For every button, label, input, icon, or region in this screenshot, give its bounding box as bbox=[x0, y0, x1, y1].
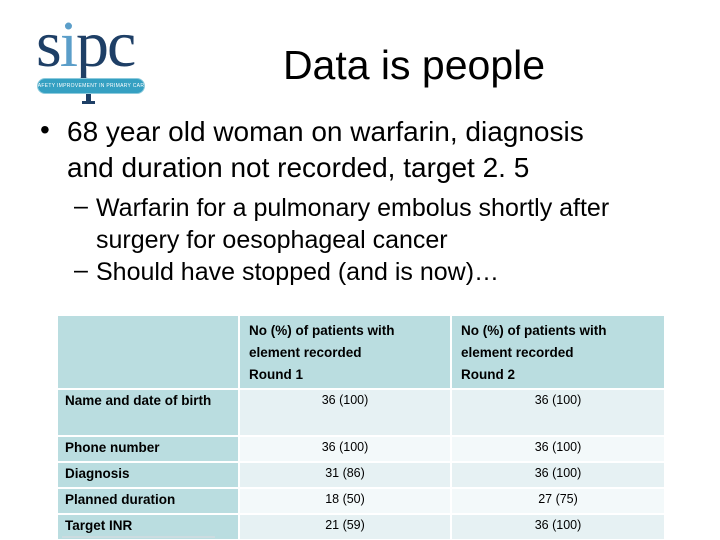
table-row: Phone number 36 (100) 36 (100) bbox=[58, 437, 664, 461]
row-label-cell: Target INR bbox=[58, 515, 238, 539]
sipc-logo-wordmark: sipc bbox=[36, 12, 136, 78]
header-line: Round 2 bbox=[461, 367, 515, 382]
row-label-cell: Phone number bbox=[58, 437, 238, 461]
header-line: No (%) of patients with bbox=[461, 323, 607, 338]
logo-letter-i: i bbox=[59, 8, 78, 81]
sipc-logo-descender-foot bbox=[82, 101, 95, 104]
round1-value: 21 (59) bbox=[240, 515, 450, 539]
bottom-fragment-line bbox=[62, 536, 215, 538]
logo-letter-s: s bbox=[36, 8, 62, 81]
table-row: Planned duration 18 (50) 27 (75) bbox=[58, 489, 664, 513]
round1-value: 36 (100) bbox=[240, 437, 450, 461]
round2-value: 36 (100) bbox=[452, 437, 664, 461]
sipc-logo-descender bbox=[86, 92, 91, 104]
dash-marker: – bbox=[74, 256, 88, 284]
bullet-line: and duration not recorded, target 2. 5 bbox=[67, 152, 530, 183]
round2-value: 36 (100) bbox=[452, 390, 664, 435]
row-label-cell: Planned duration bbox=[58, 489, 238, 513]
table-row: Diagnosis 31 (86) 36 (100) bbox=[58, 463, 664, 487]
bullet-level2-second: Should have stopped (and is now)… bbox=[96, 256, 499, 288]
round1-value: 36 (100) bbox=[240, 390, 450, 435]
bullet-line: Should have stopped (and is now)… bbox=[96, 258, 500, 286]
dash-marker: – bbox=[74, 192, 88, 220]
header-line: No (%) of patients with bbox=[249, 323, 395, 338]
bullet-line: Warfarin for a pulmonary embolus shortly… bbox=[96, 194, 610, 222]
table-row: Name and date of birth 36 (100) 36 (100) bbox=[58, 390, 664, 435]
row-label-cell: Name and date of birth bbox=[58, 390, 238, 435]
header-line: element recorded bbox=[461, 345, 574, 360]
row-label-cell: Diagnosis bbox=[58, 463, 238, 487]
round1-value: 18 (50) bbox=[240, 489, 450, 513]
bullet-line: surgery for oesophageal cancer bbox=[96, 226, 448, 254]
bullet-line: 68 year old woman on warfarin, diagnosis bbox=[67, 116, 584, 147]
header-empty-cell bbox=[58, 316, 238, 388]
header-round1-cell: No (%) of patients with element recorded… bbox=[240, 316, 450, 388]
bullet-level2-first: Warfarin for a pulmonary embolus shortly… bbox=[96, 192, 609, 256]
round2-value: 27 (75) bbox=[452, 489, 664, 513]
round2-value: 36 (100) bbox=[452, 463, 664, 487]
round1-value: 31 (86) bbox=[240, 463, 450, 487]
logo-letters-pc: pc bbox=[76, 8, 136, 81]
round2-value: 36 (100) bbox=[452, 515, 664, 539]
table-row: Target INR 21 (59) 36 (100) bbox=[58, 515, 664, 539]
header-line: Round 1 bbox=[249, 367, 303, 382]
sipc-logo-banner: SAFETY IMPROVEMENT IN PRIMARY CARE bbox=[37, 78, 145, 94]
slide-title: Data is people bbox=[282, 42, 546, 88]
header-line: element recorded bbox=[249, 345, 362, 360]
bullet-level1: 68 year old woman on warfarin, diagnosis… bbox=[67, 114, 584, 186]
header-round2-cell: No (%) of patients with element recorded… bbox=[452, 316, 664, 388]
sipc-logo: sipc SAFETY IMPROVEMENT IN PRIMARY CARE bbox=[36, 10, 156, 110]
audit-table: No (%) of patients with element recorded… bbox=[56, 314, 666, 540]
table-header-row: No (%) of patients with element recorded… bbox=[58, 316, 664, 388]
bullet-marker: • bbox=[40, 114, 50, 145]
